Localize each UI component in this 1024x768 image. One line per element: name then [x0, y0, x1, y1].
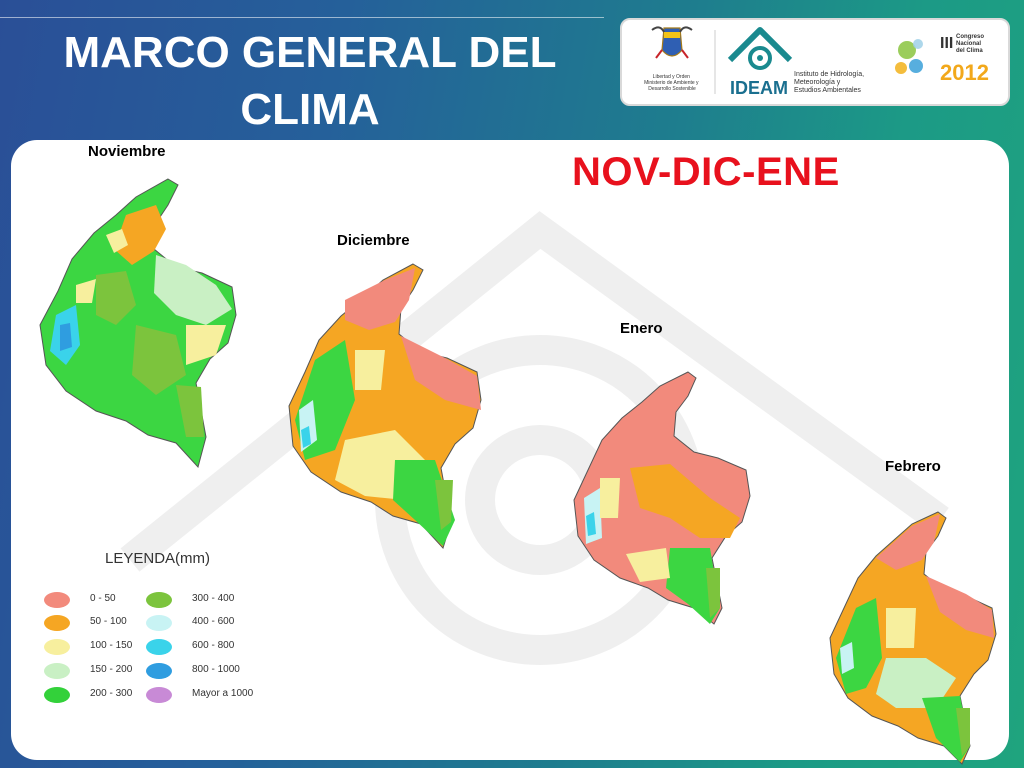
legend-label: 600 - 800	[192, 640, 235, 651]
congreso-logo-icon	[895, 39, 923, 74]
legend-swatch	[44, 687, 70, 703]
legend-label: 800 - 1000	[192, 664, 240, 675]
legend-swatch	[146, 687, 172, 703]
legend-label: 100 - 150	[90, 640, 133, 651]
colombia-caption-2: Ministerio de Ambiente y	[644, 80, 699, 86]
slide-title-line1: MARCO GENERAL DEL	[63, 28, 557, 77]
legend-label: 0 - 50	[90, 593, 116, 604]
colombia-coat-of-arms-icon	[651, 26, 693, 59]
svg-text:Instituto de Hidrología,: Instituto de Hidrología, Meteorología y …	[794, 71, 866, 94]
svg-text:Libertad y Orden Ministe: Libertad y Orden Ministerio de Ambiente …	[644, 74, 700, 92]
ideam-caption-2: Meteorología y	[794, 79, 841, 86]
ideam-caption-3: Estudios Ambientales	[794, 87, 861, 94]
legend-title: LEYENDA(mm)	[105, 550, 211, 567]
month-label-dic: Diciembre	[337, 232, 410, 249]
legend-swatch	[146, 663, 172, 679]
map-enero	[573, 371, 751, 625]
period-headline: NOV-DIC-ENE	[572, 150, 840, 194]
month-label-ene: Enero	[620, 320, 663, 337]
legend-label: Mayor a 1000	[192, 688, 254, 699]
map-noviembre	[39, 178, 237, 469]
congreso-caption-3: del Clima	[956, 48, 983, 54]
logos-svg: Libertad y Orden Ministerio de Ambiente …	[644, 26, 989, 98]
legend-label: 150 - 200	[90, 664, 133, 675]
legend-label: 300 - 400	[192, 593, 235, 604]
colombia-caption-3: Desarrollo Sostenible	[648, 86, 696, 92]
legend-swatch	[146, 639, 172, 655]
month-label-nov: Noviembre	[88, 143, 166, 160]
congreso-year: 2012	[940, 60, 989, 85]
slide-title: MARCO GENERAL DEL CLIMA	[50, 24, 570, 138]
institution-logos: Libertad y Orden Ministerio de Ambiente …	[620, 18, 1010, 106]
legend-label: 400 - 600	[192, 616, 235, 627]
congreso-caption-2: Nacional	[956, 41, 981, 47]
title-divider	[0, 17, 604, 18]
map-febrero	[829, 511, 997, 765]
legend-swatch	[44, 592, 70, 608]
legend-swatch	[146, 615, 172, 631]
congreso-caption-1: Congreso	[956, 34, 984, 40]
ideam-name: IDEAM	[730, 78, 788, 98]
congreso-roman: III	[940, 35, 953, 52]
legend-swatch	[44, 615, 70, 631]
map-diciembre	[288, 263, 482, 549]
ideam-logo-icon	[727, 27, 793, 70]
colombia-caption-1: Libertad y Orden	[653, 74, 690, 80]
legend-swatch	[44, 663, 70, 679]
legend-label: 50 - 100	[90, 616, 127, 627]
ideam-caption-1: Instituto de Hidrología,	[794, 71, 864, 78]
legend-swatch	[44, 639, 70, 655]
svg-text:Congreso Nacional: Congreso Nacional del Clima	[956, 34, 986, 54]
legend-label: 200 - 300	[90, 688, 133, 699]
month-label-feb: Febrero	[885, 458, 941, 475]
legend-swatch	[146, 592, 172, 608]
slide-title-line2: CLIMA	[240, 85, 380, 134]
